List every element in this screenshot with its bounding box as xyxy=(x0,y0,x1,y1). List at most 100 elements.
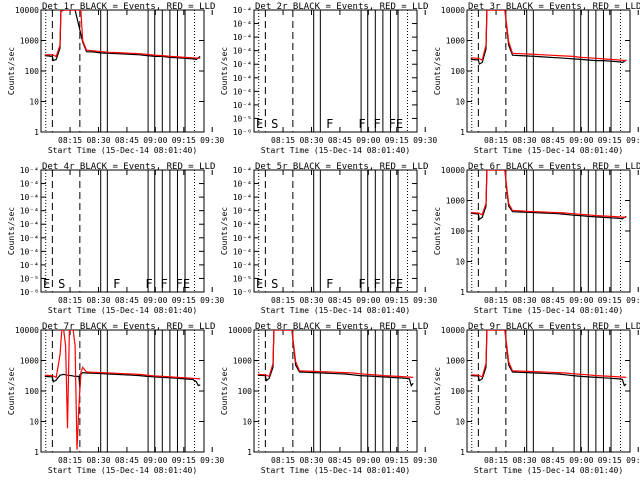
y-axis-label: Counts/sec xyxy=(433,367,442,415)
mode-letter: E xyxy=(256,277,263,291)
x-tick-label: 09:00 xyxy=(143,296,167,305)
y-tick-label: 10⁻⁶ xyxy=(20,288,39,297)
y-tick-label: 1 xyxy=(34,448,39,457)
y-tick-label: 10⁻⁴ xyxy=(233,20,252,29)
x-tick-label: 09:00 xyxy=(569,296,593,305)
x-tick-label: 08:30 xyxy=(299,456,323,465)
event-markers xyxy=(258,170,409,292)
lld-series-line xyxy=(257,330,414,378)
events-series-line xyxy=(470,330,627,387)
y-tick-label: 1 xyxy=(460,288,465,297)
series-group xyxy=(257,330,414,387)
plot-frame xyxy=(466,9,631,133)
panel-title: Det 3r BLACK = Events, RED = LLD xyxy=(468,2,640,12)
x-tick-label: 09:30 xyxy=(200,296,224,305)
y-tick-label: 100 xyxy=(451,227,466,236)
y-tick-label: 1000 xyxy=(446,37,465,46)
series-group xyxy=(44,10,201,62)
x-tick-label: 09:15 xyxy=(385,136,409,145)
y-tick-label: 10⁻⁴ xyxy=(20,247,39,256)
y-tick-label: 10⁻⁴ xyxy=(233,101,252,110)
x-tick-label: 08:30 xyxy=(86,136,110,145)
y-axis-label: Counts/sec xyxy=(7,47,16,95)
y-tick-label: 100 xyxy=(451,67,466,76)
x-axis-label: Start Time (15-Dec-14 08:01:40) xyxy=(261,466,410,475)
events-series-line xyxy=(470,10,627,65)
x-tick-label: 08:15 xyxy=(58,136,82,145)
event-markers xyxy=(45,330,196,452)
x-tick-label: 09:15 xyxy=(385,296,409,305)
mode-letter: F xyxy=(374,277,381,291)
events-series-line xyxy=(257,330,414,387)
panel-2: Det 2r BLACK = Events, RED = LLD 10⁻⁶ 10⁻⁵… xyxy=(220,2,437,155)
y-tick-label: 10 xyxy=(455,418,465,427)
lld-series-line xyxy=(44,330,201,450)
series-group xyxy=(470,10,627,65)
y-tick-label: 10⁻⁴ xyxy=(233,60,252,69)
x-tick-label: 08:45 xyxy=(115,296,139,305)
panel-title: Det 6r BLACK = Events, RED = LLD xyxy=(468,162,640,172)
x-tick-label: 09:15 xyxy=(172,296,196,305)
panel-9: Det 9r BLACK = Events, RED = LLD 1 10 100 10… xyxy=(433,322,640,475)
y-tick-label: 10⁻⁴ xyxy=(20,180,39,189)
panel-3: Det 3r BLACK = Events, RED = LLD 1 10 100 10… xyxy=(433,2,640,155)
mode-letter: F xyxy=(113,277,120,291)
x-tick-label: 08:30 xyxy=(512,136,536,145)
plot-frame xyxy=(253,169,418,293)
y-tick-label: 1000 xyxy=(446,357,465,366)
y-tick-label: 10⁻⁴ xyxy=(20,234,39,243)
y-tick-label: 10 xyxy=(242,418,252,427)
x-tick-label: 09:30 xyxy=(200,456,224,465)
y-tick-label: 10⁻⁴ xyxy=(233,193,252,202)
y-axis-label: Counts/sec xyxy=(433,47,442,95)
y-axis-label: Counts/sec xyxy=(7,367,16,415)
x-tick-label: 09:30 xyxy=(413,296,437,305)
series-group xyxy=(470,330,627,387)
series-group xyxy=(44,330,201,450)
series-group xyxy=(470,170,627,221)
y-tick-label: 10⁻⁴ xyxy=(20,166,39,175)
panel-1: Det 1r BLACK = Events, RED = LLD 1 10 100 10… xyxy=(7,2,224,155)
y-tick-label: 1000 xyxy=(446,197,465,206)
panel-4: Det 4r BLACK = Events, RED = LLD 10⁻⁶ 10⁻⁵… xyxy=(7,162,224,315)
x-axis-label: Start Time (15-Dec-14 08:01:40) xyxy=(48,306,197,315)
x-tick-label: 08:45 xyxy=(328,456,352,465)
plot-frame xyxy=(40,9,205,133)
x-tick-label: 09:15 xyxy=(598,296,622,305)
x-tick-label: 09:00 xyxy=(356,456,380,465)
y-tick-label: 10⁻⁴ xyxy=(233,220,252,229)
x-axis-label: Start Time (15-Dec-14 08:01:40) xyxy=(261,146,410,155)
panel-title: Det 2r BLACK = Events, RED = LLD xyxy=(255,2,428,12)
mode-letter: FE xyxy=(176,277,190,291)
x-tick-label: 08:45 xyxy=(541,296,565,305)
x-tick-label: 09:15 xyxy=(385,456,409,465)
panel-7: Det 7r BLACK = Events, RED = LLD 1 10 100 10… xyxy=(7,322,224,475)
x-tick-label: 09:15 xyxy=(172,136,196,145)
x-axis-label: Start Time (15-Dec-14 08:01:40) xyxy=(474,306,623,315)
x-tick-label: 09:15 xyxy=(172,456,196,465)
y-tick-label: 100 xyxy=(451,387,466,396)
x-tick-label: 08:45 xyxy=(541,136,565,145)
y-tick-label: 10000 xyxy=(441,326,465,335)
lld-series-line xyxy=(470,10,627,62)
x-tick-label: 08:15 xyxy=(58,296,82,305)
y-tick-label: 1 xyxy=(460,128,465,137)
y-tick-label: 10000 xyxy=(441,6,465,15)
panel-6: Det 6r BLACK = Events, RED = LLD 1 10 100 10… xyxy=(433,162,640,315)
x-tick-label: 09:00 xyxy=(569,136,593,145)
mode-letter: S xyxy=(58,277,65,291)
event-markers xyxy=(45,170,196,292)
mode-letter: F xyxy=(358,277,365,291)
lld-series-line xyxy=(44,10,201,59)
x-tick-label: 08:30 xyxy=(512,296,536,305)
y-tick-label: 100 xyxy=(238,387,253,396)
mode-letter: F xyxy=(145,277,152,291)
y-tick-label: 10⁻⁶ xyxy=(233,128,252,137)
x-tick-label: 08:15 xyxy=(484,296,508,305)
mode-letter: E xyxy=(256,117,263,131)
y-tick-label: 10⁻⁶ xyxy=(233,288,252,297)
x-tick-label: 09:30 xyxy=(626,456,640,465)
x-tick-label: 09:00 xyxy=(356,296,380,305)
